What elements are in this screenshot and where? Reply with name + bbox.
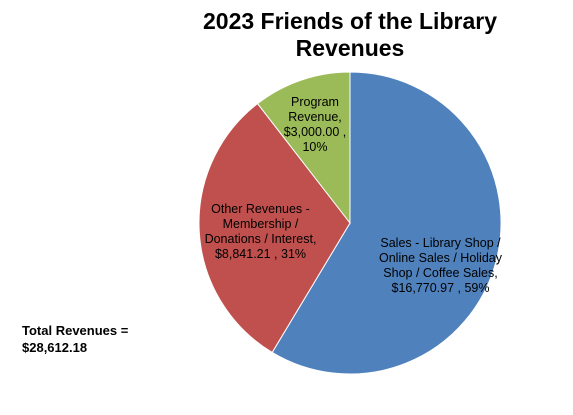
- pie-slice-sales: [271, 71, 502, 375]
- slice-label-line: Shop / Coffee Sales,: [383, 266, 498, 280]
- total-revenues-annotation: Total Revenues = $28,612.18: [22, 322, 128, 356]
- slice-label-line: Online Sales / Holiday: [379, 251, 502, 265]
- total-revenues-value: $28,612.18: [22, 340, 88, 355]
- slice-label-line: Revenue,: [288, 110, 342, 124]
- slice-label-line: $16,770.97 , 59%: [391, 281, 490, 295]
- slice-label-line: 10%: [302, 140, 328, 154]
- slice-label-program: Program Revenue, $3,000.00 , 10%: [276, 95, 354, 155]
- slice-label-line: Program: [291, 95, 339, 109]
- pie-slice-program: [256, 71, 351, 225]
- slice-label-line: Donations / Interest,: [204, 232, 317, 246]
- slice-label-line: Other Revenues -: [211, 202, 310, 216]
- chart-title: 2023 Friends of the Library Revenues: [203, 8, 497, 61]
- slice-label-line: $3,000.00 ,: [283, 125, 347, 139]
- slice-label-other: Other Revenues - Membership / Donations …: [198, 202, 323, 262]
- slice-label-line: Sales - Library Shop /: [380, 236, 501, 250]
- total-revenues-label: Total Revenues =: [22, 323, 129, 338]
- slice-label-line: $8,841.21 , 31%: [214, 247, 307, 261]
- slice-label-line: Membership /: [222, 217, 299, 231]
- slice-label-sales: Sales - Library Shop / Online Sales / Ho…: [368, 236, 513, 296]
- pie-slice-other: [198, 102, 351, 354]
